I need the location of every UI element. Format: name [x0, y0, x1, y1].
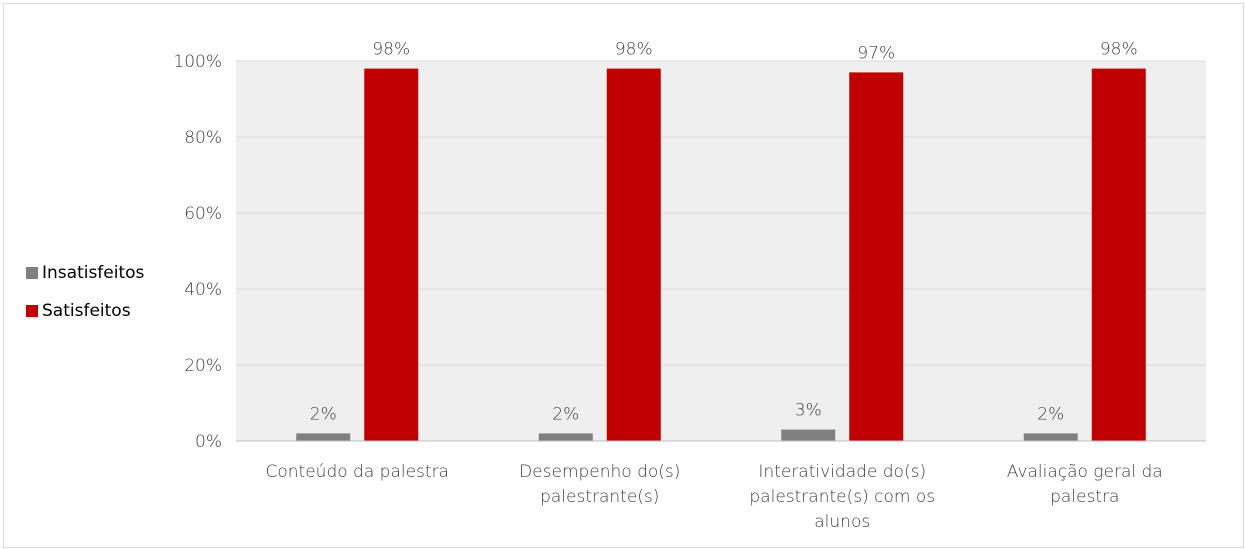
data-label-insatisfeitos-0: 2%: [310, 404, 337, 424]
data-label-insatisfeitos-2: 3%: [795, 401, 822, 421]
y-tick-label-0: 0%: [195, 432, 222, 452]
bar-satisfeitos-3: [1091, 68, 1146, 441]
chart-frame: 0% 20% 40% 60% 80% 100% 2% 98% 2% 98% 3% 97% 2% 98% …: [3, 3, 1244, 548]
data-label-satisfeitos-2: 97%: [857, 43, 895, 63]
bar-insatisfeitos-1: [538, 433, 593, 441]
category-label-0: Conteúdo da palestra: [266, 462, 449, 482]
x-axis-category-labels: Conteúdo da palestra Desempenho do(s) pale…: [266, 462, 1163, 532]
data-label-satisfeitos-1: 98%: [615, 40, 653, 60]
bar-insatisfeitos-2: [781, 429, 836, 441]
category-label-line: Desempenho do(s): [519, 462, 680, 482]
bar-insatisfeitos-3: [1023, 433, 1078, 441]
legend-item-satisfeitos: Satisfeitos: [26, 292, 144, 330]
data-labels: 2% 98% 2% 98% 3% 97% 2% 98%: [310, 40, 1138, 425]
bar-satisfeitos-1: [606, 68, 661, 441]
category-label-line: Conteúdo da palestra: [266, 462, 449, 482]
category-label-line: Avaliação geral da: [1007, 462, 1163, 482]
category-label-line: Interatividade do(s): [758, 462, 926, 482]
category-label-1: Desempenho do(s) palestrante(s): [519, 462, 680, 507]
bar-chart: 0%20%40%60%80%100% 2%98%2%98%3%97%2%98% …: [173, 40, 1206, 532]
bar-satisfeitos-2: [849, 72, 904, 442]
category-label-2: Interatividade do(s) palestrante(s) com o…: [749, 462, 935, 532]
legend: Insatisfeitos Satisfeitos: [26, 254, 144, 330]
y-tick-label-40: 40%: [184, 280, 222, 300]
category-label-3: Avaliação geral da palestra: [1007, 462, 1163, 507]
category-label-line: alunos: [814, 512, 870, 532]
data-label-satisfeitos-0: 98%: [372, 40, 410, 60]
bar-insatisfeitos-0: [296, 433, 351, 441]
category-label-line: palestrante(s): [540, 487, 659, 507]
legend-item-insatisfeitos: Insatisfeitos: [26, 254, 144, 292]
y-tick-label-80: 80%: [184, 128, 222, 148]
legend-swatch-insatisfeitos: [26, 267, 38, 279]
bar-satisfeitos-0: [364, 68, 419, 441]
y-tick-label-60: 60%: [184, 204, 222, 224]
data-label-insatisfeitos-3: 2%: [1037, 404, 1064, 424]
y-tick-label-20: 20%: [184, 356, 222, 376]
category-label-line: palestra: [1050, 487, 1119, 507]
legend-label-satisfeitos: Satisfeitos: [42, 301, 131, 321]
legend-swatch-satisfeitos: [26, 305, 38, 317]
y-tick-label-100: 100%: [173, 52, 222, 72]
bars: [296, 68, 1146, 442]
y-axis-tick-labels: 0% 20% 40% 60% 80% 100%: [173, 52, 222, 452]
legend-label-insatisfeitos: Insatisfeitos: [42, 263, 145, 283]
data-label-satisfeitos-3: 98%: [1100, 40, 1138, 60]
category-label-line: palestrante(s) com os: [749, 487, 935, 507]
data-label-insatisfeitos-1: 2%: [552, 404, 579, 424]
